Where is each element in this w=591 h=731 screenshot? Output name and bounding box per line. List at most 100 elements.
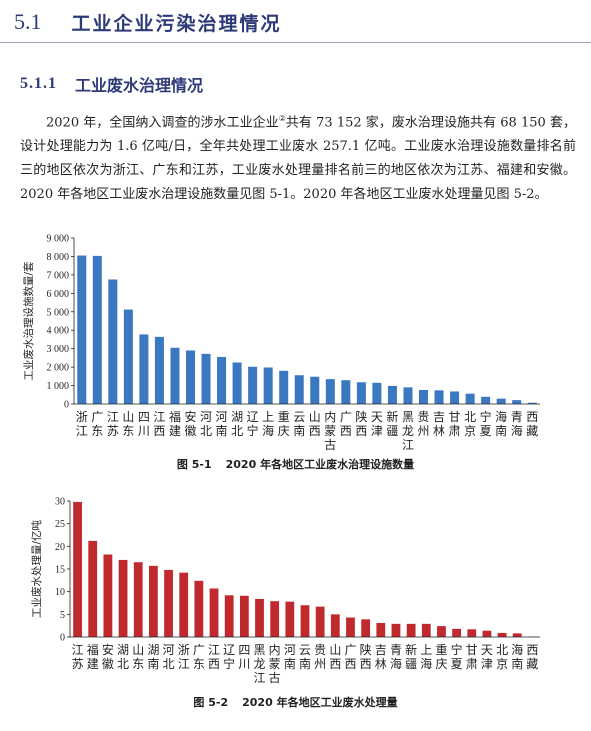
bar-甘肃 <box>467 629 477 637</box>
y-tick-label: 8 000 <box>47 252 70 263</box>
bar-辽宁 <box>224 595 234 637</box>
x-tick-label: 黑龙江 <box>254 643 266 685</box>
x-tick-label: 宁夏 <box>480 409 492 438</box>
bar-云南 <box>300 605 310 637</box>
bar-海南 <box>512 633 522 637</box>
x-tick-label: 湖北 <box>117 642 129 671</box>
x-tick-label: 青海 <box>390 643 402 671</box>
bar-陕西 <box>361 619 371 637</box>
bar-江西 <box>154 336 164 404</box>
x-tick-label: 河北 <box>163 643 175 671</box>
y-tick-label: 2 000 <box>47 363 70 374</box>
bar-重庆 <box>437 626 446 637</box>
x-tick-label: 宁夏 <box>451 642 463 671</box>
bar-辽宁 <box>248 366 258 404</box>
bar-河南 <box>285 601 295 637</box>
paragraph-part2: 共有 73 152 家，废水治理设施共有 68 150 套，设计处理能力为 1.… <box>20 115 576 203</box>
bar-贵州 <box>315 606 325 637</box>
x-tick-label: 湖北 <box>231 409 243 438</box>
y-tick-label: 6 000 <box>47 289 70 300</box>
x-tick-label: 四川 <box>238 643 250 671</box>
bar-上海 <box>263 367 273 404</box>
bar-陕西 <box>356 382 366 404</box>
y-tick-label: 1 000 <box>47 381 70 392</box>
y-tick-label: 20 <box>55 542 65 553</box>
bar-山东 <box>133 562 143 637</box>
figure-caption-5-1: 图 5-1 2020 年各地区工业废水治理设施数量 <box>0 456 591 472</box>
bar-北京 <box>465 393 475 404</box>
bar-吉林 <box>376 622 386 637</box>
bar-新疆 <box>387 385 397 404</box>
x-tick-label: 福建 <box>169 409 181 438</box>
x-tick-label: 湖南 <box>147 642 159 671</box>
bar-湖北 <box>118 559 128 637</box>
x-tick-label: 浙江 <box>178 643 190 671</box>
x-tick-label: 广东 <box>193 643 205 671</box>
bar-山东 <box>123 309 133 404</box>
x-tick-label: 福建 <box>87 642 99 671</box>
x-tick-label: 江苏 <box>107 410 119 438</box>
x-tick-label: 甘肃 <box>449 410 461 438</box>
x-tick-label: 河南 <box>284 643 296 671</box>
bar-江苏 <box>108 279 118 404</box>
bar-黑龙江 <box>255 598 264 637</box>
x-tick-label: 吉林 <box>433 410 445 438</box>
x-tick-label: 云南 <box>293 410 305 438</box>
bar-四川 <box>139 334 149 404</box>
bar-吉林 <box>434 390 444 404</box>
bar-黑龙江 <box>403 387 413 404</box>
bar-浙江 <box>77 255 87 404</box>
bar-江苏 <box>73 501 82 637</box>
x-tick-label: 江西 <box>153 410 165 438</box>
bar-内蒙古 <box>270 601 280 637</box>
bar-山西 <box>330 614 340 637</box>
x-tick-label: 辽宁 <box>223 643 235 671</box>
bar-浙江 <box>179 572 189 637</box>
y-tick-label: 30 <box>55 497 65 508</box>
y-tick-label: 5 <box>60 610 65 621</box>
x-tick-label: 新疆 <box>405 642 417 671</box>
bar-福建 <box>170 347 180 404</box>
bar-重庆 <box>279 370 289 404</box>
x-tick-label: 青海 <box>511 410 523 438</box>
x-tick-label: 辽宁 <box>247 410 259 438</box>
y-tick-label: 9 000 <box>47 234 70 245</box>
bar-湖北 <box>232 362 242 404</box>
x-tick-label: 重庆 <box>435 643 447 671</box>
paragraph-part1: 2020 年，全国纳入调查的涉水工业企业 <box>46 115 279 131</box>
section-title: 工业企业污染治理情况 <box>71 12 282 35</box>
bar-广西 <box>346 617 355 637</box>
x-tick-label: 广西 <box>340 410 352 438</box>
bar-广西 <box>341 380 351 404</box>
bar-湖南 <box>148 565 158 637</box>
x-tick-label: 天津 <box>481 643 493 671</box>
bar-河南 <box>217 356 227 404</box>
figure-label: 图 5-2 <box>193 696 229 709</box>
x-tick-label: 西藏 <box>526 410 538 438</box>
bar-福建 <box>88 540 98 637</box>
bar-西藏 <box>527 402 537 404</box>
x-tick-label: 浙江 <box>76 410 88 438</box>
bar-云南 <box>294 375 304 404</box>
bar-四川 <box>239 595 249 637</box>
x-tick-label: 广东 <box>91 410 103 438</box>
x-tick-label: 江苏 <box>72 643 84 671</box>
section-number: 5.1 <box>14 9 42 34</box>
footnote-marker: ② <box>278 114 286 123</box>
x-tick-label: 山东 <box>132 643 144 671</box>
bar-青海 <box>391 623 401 637</box>
x-tick-label: 江西 <box>208 643 220 671</box>
bar-安徽 <box>103 554 113 637</box>
bar-北京 <box>497 632 507 637</box>
x-tick-label: 广西 <box>344 643 356 671</box>
bar-广东 <box>92 255 102 404</box>
x-tick-label: 河北 <box>200 410 212 438</box>
x-tick-label: 黑龙江 <box>402 410 414 452</box>
x-tick-label: 内蒙古 <box>269 643 281 685</box>
bar-青海 <box>512 400 522 404</box>
section-divider <box>0 42 591 43</box>
x-tick-label: 北京 <box>464 410 476 438</box>
y-tick-label: 7 000 <box>47 270 70 281</box>
bar-宁夏 <box>452 628 462 637</box>
x-tick-label: 甘肃 <box>466 643 478 671</box>
